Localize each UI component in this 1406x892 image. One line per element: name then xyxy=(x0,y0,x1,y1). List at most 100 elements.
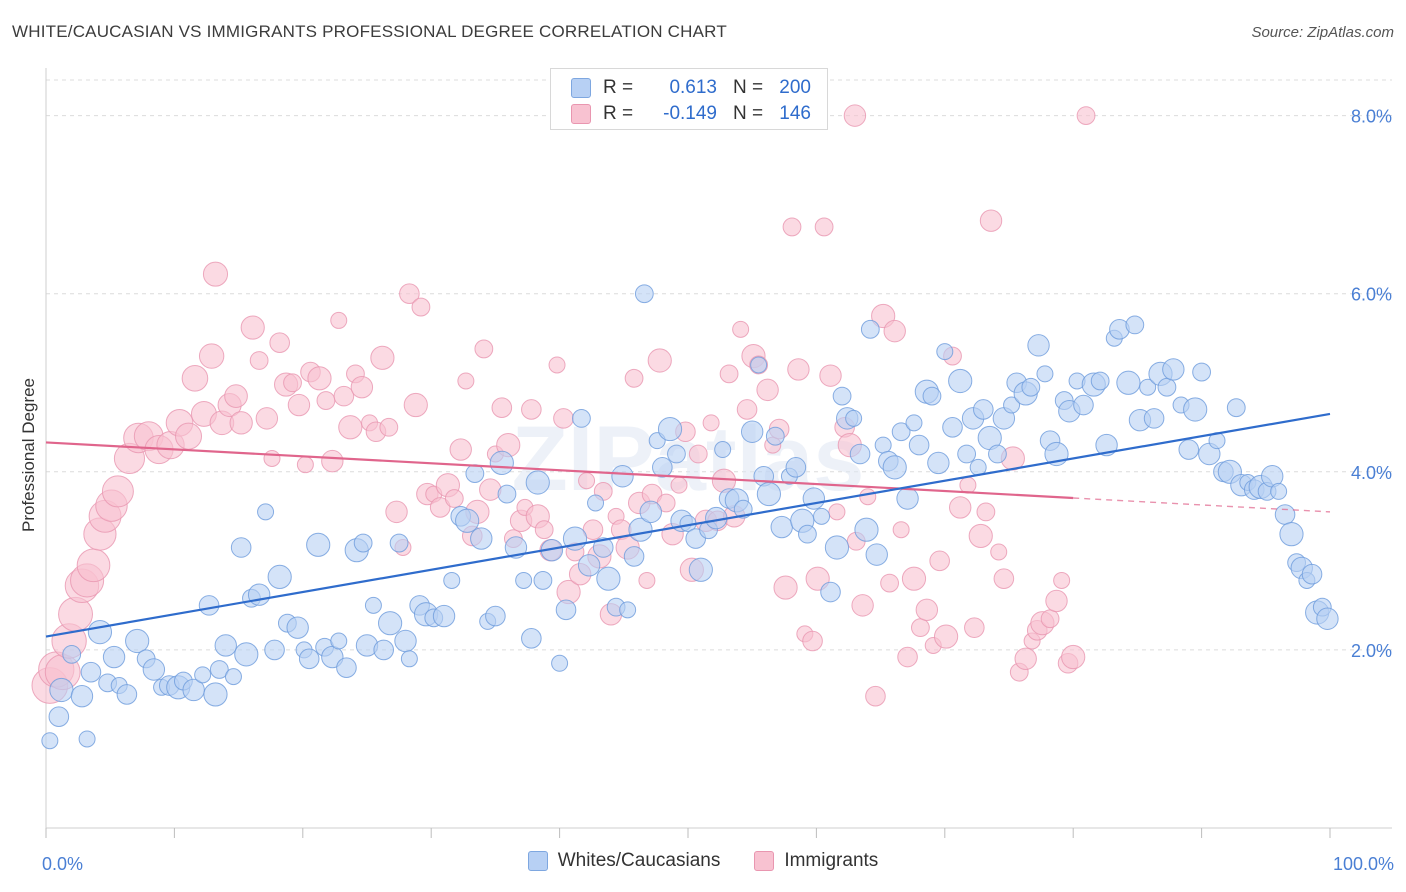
pink-point xyxy=(350,376,374,399)
blue-point xyxy=(908,434,930,456)
pink-swatch xyxy=(571,104,591,124)
blue-point xyxy=(577,554,601,577)
blue-point xyxy=(267,564,292,589)
blue-point xyxy=(497,484,517,504)
blue-point xyxy=(48,706,70,727)
trend-lines xyxy=(45,412,1331,638)
blue-point xyxy=(1270,482,1288,500)
pink-point xyxy=(702,414,720,432)
pink-point xyxy=(457,372,475,390)
blue-point xyxy=(214,634,237,657)
pink-point xyxy=(756,378,779,402)
blue-point xyxy=(116,684,138,705)
pink-point xyxy=(901,566,927,591)
blue-point xyxy=(1090,371,1110,391)
blue-point xyxy=(813,507,831,525)
pink-point xyxy=(474,339,494,359)
pink-point xyxy=(647,348,672,373)
blue-point xyxy=(443,571,461,589)
pink-point xyxy=(269,332,290,353)
pink-point xyxy=(249,351,269,370)
pink-point xyxy=(578,472,596,490)
legend-swatch-pink xyxy=(754,851,775,871)
pink-point xyxy=(58,596,93,632)
pink-point xyxy=(851,594,874,617)
pink-point xyxy=(263,449,281,467)
blue-point xyxy=(587,494,605,512)
pink-point xyxy=(370,345,395,370)
blue-point xyxy=(824,535,850,560)
stats-legend: R = 0.613 N = 200 R = -0.149 N = 146 xyxy=(550,68,828,130)
pink-point xyxy=(959,476,977,494)
n-value-blue: 200 xyxy=(779,77,811,98)
legend-swatch-blue xyxy=(527,851,548,871)
blue-point xyxy=(78,730,96,748)
blue-point xyxy=(373,639,394,661)
blue-point xyxy=(1073,394,1094,416)
blue-point xyxy=(1125,315,1145,335)
blue-point xyxy=(891,422,911,442)
pink-point xyxy=(1045,589,1068,613)
y-tick-label: 4.0% xyxy=(1351,463,1392,483)
blue-point xyxy=(41,732,59,750)
pink-point xyxy=(865,685,886,707)
blue-point xyxy=(230,537,252,558)
pink-point xyxy=(316,391,336,410)
pink-point xyxy=(976,502,996,522)
pink-point xyxy=(321,449,344,473)
blue-point xyxy=(688,557,713,582)
pink-point xyxy=(819,364,842,387)
pink-point xyxy=(968,523,993,549)
blue-point xyxy=(785,457,807,478)
pink-point xyxy=(479,478,502,501)
y-tick-label: 8.0% xyxy=(1351,107,1392,127)
blue-point xyxy=(298,648,320,670)
blue-point xyxy=(504,536,528,559)
blue-point xyxy=(551,654,569,672)
r-value-blue: 0.613 xyxy=(669,77,717,98)
blue-point xyxy=(988,444,1007,464)
pink-point xyxy=(990,543,1008,561)
pink-point xyxy=(399,283,420,305)
blue-point xyxy=(733,499,753,519)
pink-point xyxy=(101,475,134,508)
blue-point xyxy=(860,319,880,339)
legend-item-whites[interactable]: Whites/Caucasians xyxy=(527,850,720,872)
blue-point xyxy=(264,639,285,661)
blue-point xyxy=(652,457,673,478)
n-label: N = xyxy=(733,103,764,124)
blue-point xyxy=(948,368,973,394)
blue-swatch xyxy=(571,78,591,98)
blue-point xyxy=(1226,398,1246,418)
blue-point xyxy=(611,465,634,488)
blue-point xyxy=(209,660,229,679)
blue-point xyxy=(1157,377,1177,397)
blue-point xyxy=(1095,433,1118,457)
blue-point xyxy=(470,527,493,550)
blue-point xyxy=(1021,377,1041,397)
r-label: R = xyxy=(603,103,634,124)
whites-points xyxy=(41,284,1339,750)
pink-point xyxy=(814,217,834,237)
legend-item-immigrants[interactable]: Immigrants xyxy=(754,850,878,872)
r-label: R = xyxy=(603,77,634,98)
pink-point xyxy=(736,399,758,420)
pink-point xyxy=(444,489,464,508)
y-axis-label: Professional Degree xyxy=(19,378,38,532)
blue-point xyxy=(1003,396,1021,414)
blue-point xyxy=(874,436,892,454)
pink-point xyxy=(964,617,985,638)
pink-point xyxy=(449,438,472,461)
pink-trend-extension xyxy=(1073,497,1331,513)
pink-point xyxy=(240,315,265,340)
blue-point xyxy=(657,416,683,442)
pink-point xyxy=(892,521,910,539)
pink-point xyxy=(929,550,950,572)
blue-point xyxy=(820,581,841,603)
blue-point xyxy=(623,546,645,567)
pink-point xyxy=(307,366,332,391)
blue-point xyxy=(330,632,348,650)
blue-point xyxy=(247,583,271,606)
blue-point xyxy=(667,444,686,464)
blue-point xyxy=(1027,334,1050,357)
